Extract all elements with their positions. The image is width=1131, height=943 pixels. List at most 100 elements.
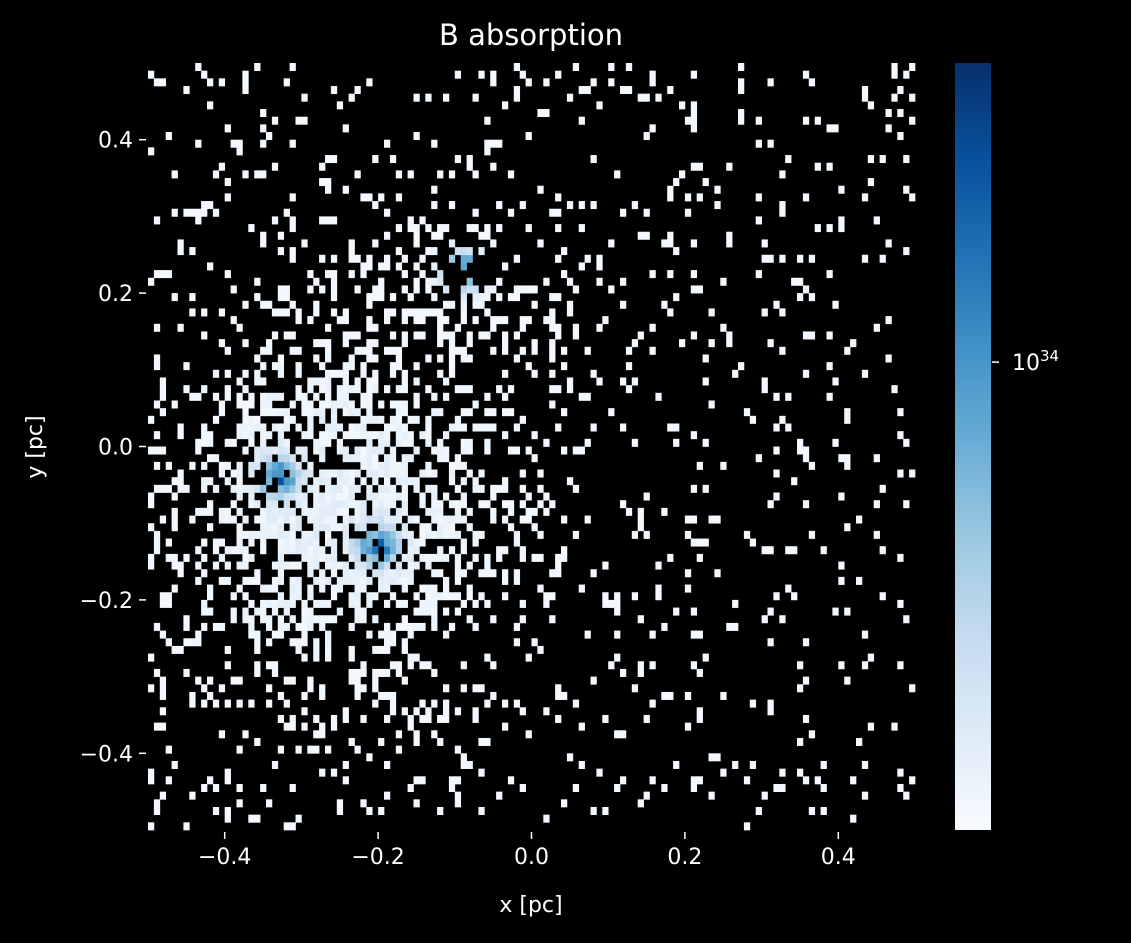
heatmap-cell: [596, 277, 603, 286]
heatmap-cell: [313, 546, 320, 555]
heatmap-cell: [330, 431, 338, 440]
heatmap-cell: [195, 446, 202, 455]
heatmap-cell: [407, 553, 414, 562]
heatmap-cell: [360, 584, 367, 593]
heatmap-cell: [254, 645, 261, 654]
heatmap-cell: [590, 78, 597, 87]
heatmap-cell: [431, 569, 438, 578]
heatmap-cell: [354, 615, 361, 624]
heatmap-cell: [201, 431, 208, 440]
heatmap-cell: [372, 377, 379, 386]
heatmap-cell: [684, 515, 692, 524]
heatmap-cell: [266, 799, 273, 808]
heatmap-cell: [519, 323, 526, 332]
heatmap-cell: [690, 484, 698, 493]
heatmap-cell: [584, 515, 591, 524]
heatmap-cell: [437, 316, 444, 325]
heatmap-cell: [342, 561, 349, 570]
heatmap-cell: [289, 676, 296, 685]
heatmap-cell: [401, 454, 408, 463]
heatmap-cell: [271, 607, 279, 616]
heatmap-cell: [159, 392, 167, 401]
heatmap-cell: [177, 247, 184, 256]
heatmap-cell: [413, 477, 420, 486]
heatmap-cell: [277, 408, 285, 417]
heatmap-cell: [779, 615, 786, 624]
heatmap-cell: [802, 676, 810, 685]
heatmap-cell: [325, 369, 332, 378]
heatmap-cell: [419, 607, 426, 616]
heatmap-cell: [289, 822, 296, 831]
heatmap-cell: [643, 132, 650, 141]
heatmap-cell: [319, 362, 326, 371]
heatmap-cell: [655, 584, 662, 593]
heatmap-cell: [342, 392, 349, 401]
heatmap-cell: [720, 768, 727, 777]
heatmap-cell: [478, 569, 485, 578]
heatmap-cell: [319, 408, 326, 417]
heatmap-cell: [448, 477, 456, 486]
heatmap-cell: [277, 293, 285, 302]
heatmap-cell: [189, 638, 196, 647]
heatmap-cell: [307, 377, 314, 386]
heatmap-cell: [207, 431, 214, 440]
heatmap-cell: [183, 553, 190, 562]
heatmap-cell: [419, 699, 426, 708]
heatmap-cell: [401, 576, 408, 585]
heatmap-cell: [502, 569, 509, 578]
heatmap-cell: [366, 408, 373, 417]
heatmap-cell: [413, 561, 420, 570]
heatmap-cell: [266, 523, 273, 532]
heatmap-cell: [437, 569, 444, 578]
heatmap-cell: [814, 116, 821, 125]
heatmap-cell: [330, 523, 338, 532]
heatmap-cell: [608, 78, 615, 87]
heatmap-cell: [366, 454, 373, 463]
heatmap-cell: [366, 599, 373, 608]
heatmap-cell: [419, 331, 426, 340]
heatmap-cell: [407, 622, 414, 631]
heatmap-cell: [484, 331, 491, 340]
heatmap-cell: [749, 699, 757, 708]
heatmap-cell: [372, 530, 379, 539]
heatmap-cell: [401, 254, 408, 263]
heatmap-cell: [319, 285, 326, 294]
heatmap-cell: [496, 224, 503, 233]
heatmap-cell: [195, 216, 202, 225]
heatmap-cell: [484, 392, 491, 401]
heatmap-cell: [519, 201, 526, 210]
heatmap-cell: [360, 431, 367, 440]
heatmap-cell: [384, 461, 391, 470]
heatmap-cell: [384, 630, 391, 639]
heatmap-cell: [643, 231, 650, 240]
heatmap-cell: [360, 477, 367, 486]
heatmap-cell: [342, 492, 349, 501]
heatmap-cell: [690, 285, 698, 294]
heatmap-cell: [242, 300, 249, 309]
heatmap-cell: [348, 576, 355, 585]
heatmap-cell: [401, 707, 408, 716]
heatmap-cell: [372, 323, 379, 332]
heatmap-cell: [850, 814, 857, 823]
heatmap-cell: [254, 454, 261, 463]
heatmap-cell: [360, 615, 367, 624]
heatmap-cell: [212, 415, 220, 424]
heatmap-cell: [566, 385, 574, 394]
heatmap-cell: [466, 224, 473, 233]
heatmap-cell: [572, 783, 580, 792]
heatmap-cell: [330, 768, 338, 777]
heatmap-cell: [330, 285, 338, 294]
heatmap-cell: [277, 247, 285, 256]
heatmap-cell: [407, 530, 414, 539]
heatmap-cell: [325, 530, 332, 539]
heatmap-cell: [389, 500, 397, 509]
heatmap-cell: [195, 438, 202, 447]
heatmap-cell: [513, 638, 521, 647]
heatmap-cell: [578, 201, 585, 210]
heatmap-cell: [909, 63, 916, 72]
heatmap-cell: [342, 431, 349, 440]
heatmap-cell: [325, 515, 332, 524]
heatmap-cell: [460, 408, 467, 417]
heatmap-cell: [431, 699, 438, 708]
heatmap-cell: [153, 799, 161, 808]
